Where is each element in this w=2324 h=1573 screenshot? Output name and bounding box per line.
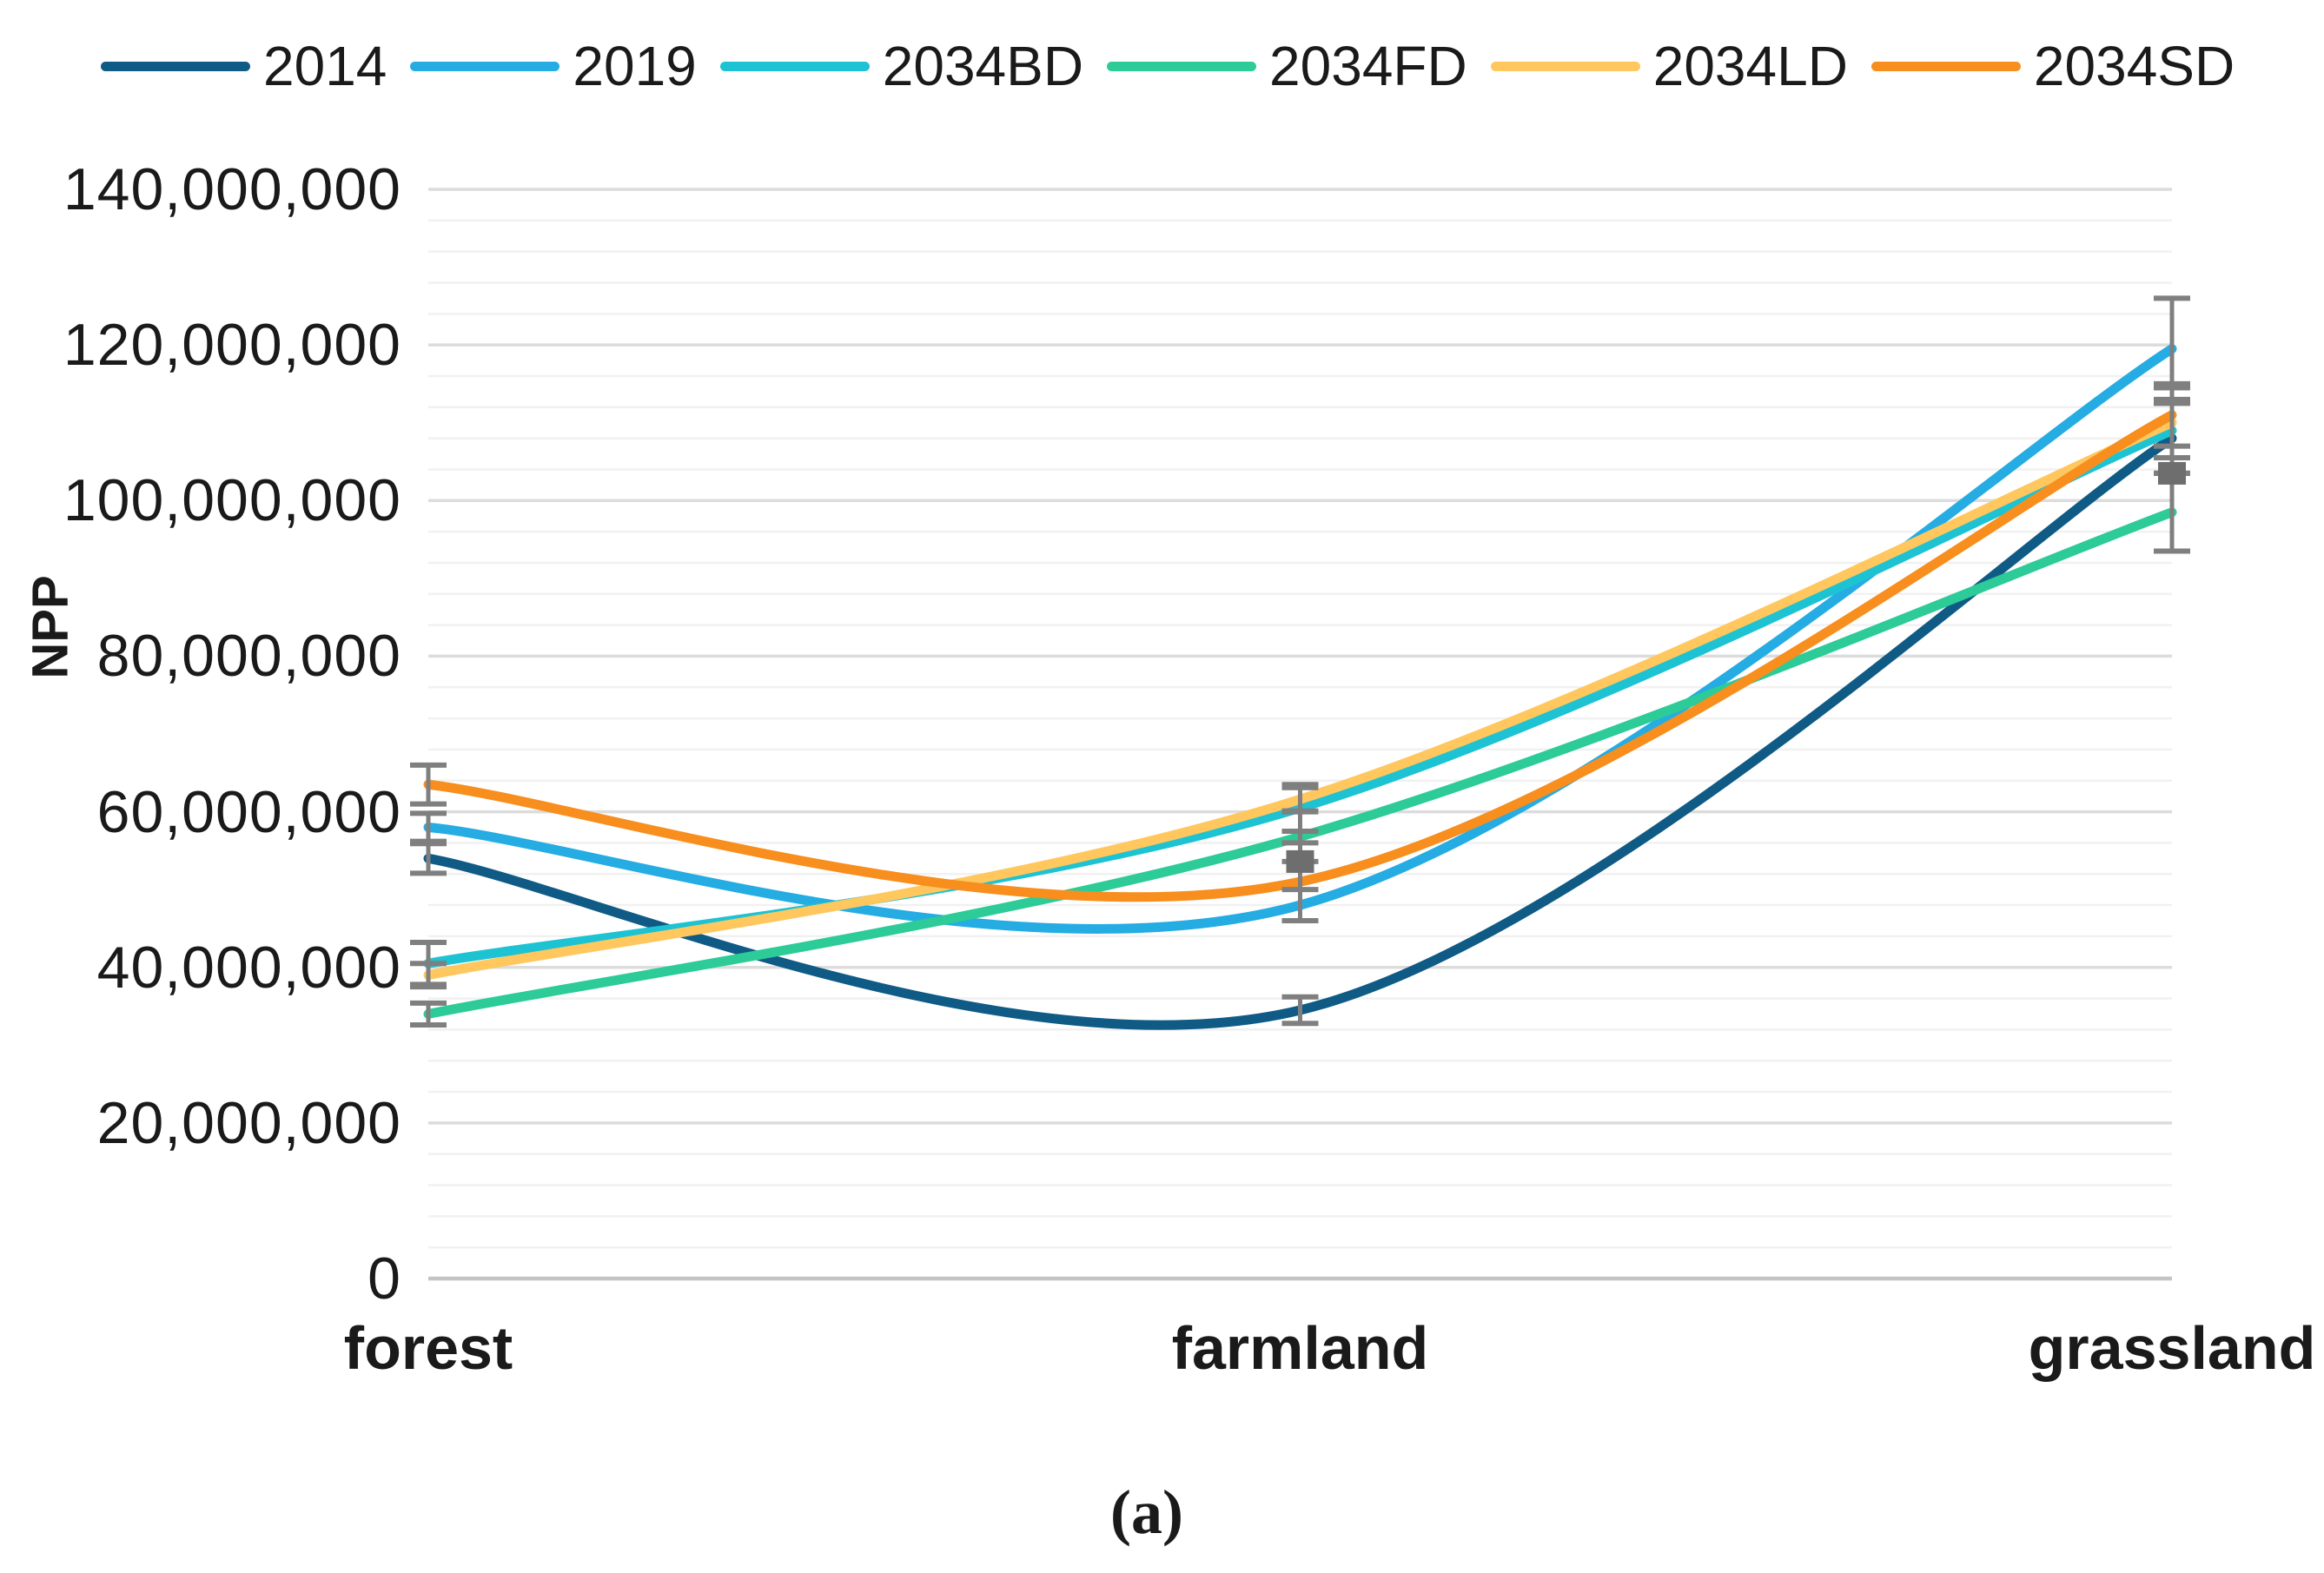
legend-item-2014: 2014: [101, 38, 387, 94]
legend-item-2034FD: 2034FD: [1107, 38, 1467, 94]
legend-label: 2034FD: [1269, 35, 1467, 97]
y-axis-label: 0: [367, 1246, 401, 1312]
y-axis-label: 20,000,000: [96, 1089, 401, 1156]
legend-swatch-icon: [719, 61, 870, 71]
y-axis-label: 40,000,000: [96, 934, 401, 1001]
legend-swatch-icon: [1870, 61, 2021, 71]
x-axis-label-forest: forest: [343, 1314, 513, 1382]
legend-label: 2034SD: [2033, 35, 2235, 97]
figure-caption: (a): [1110, 1477, 1183, 1547]
legend-item-2034BD: 2034BD: [719, 35, 1084, 97]
y-axis-label: 120,000,000: [63, 312, 401, 379]
y-axis-label: 60,000,000: [96, 778, 401, 845]
legend-item-2019: 2019: [410, 35, 697, 97]
legend-swatch-icon: [410, 61, 560, 71]
y-axis-label: 80,000,000: [96, 623, 401, 690]
legend-swatch-icon: [1107, 61, 1257, 71]
legend-swatch-icon: [101, 61, 250, 71]
legend-label: 2034LD: [1652, 35, 1848, 97]
error-bar-center-marker: [2158, 461, 2186, 485]
legend-label: 2034BD: [882, 35, 1084, 97]
error-bar-center-marker: [1286, 849, 1314, 873]
legend-label: 2014: [263, 35, 387, 97]
legend-item-2034SD: 2034SD: [1870, 35, 2235, 97]
legend-swatch-icon: [1490, 61, 1640, 71]
legend-item-2034LD: 2034LD: [1490, 35, 1848, 97]
y-axis-label: 140,000,000: [63, 156, 401, 222]
legend-label: 2019: [573, 35, 697, 97]
legend: 2014 2019 2034BD 2034FD 2034LD 2034SD: [101, 38, 2235, 94]
y-axis-label: 100,000,000: [63, 467, 401, 534]
x-axis-label-farmland: farmland: [1171, 1314, 1429, 1382]
x-axis-label-grassland: grassland: [2028, 1314, 2316, 1382]
